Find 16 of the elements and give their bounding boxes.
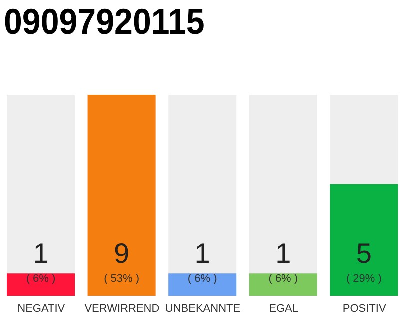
- x-tick-label: POSITIV: [342, 302, 387, 315]
- x-tick-label: UNBEKANNTE: [165, 302, 241, 315]
- annotation: ( 29% ): [346, 273, 382, 285]
- chart-title: 09097920115: [4, 0, 205, 44]
- data-label: 5: [356, 238, 372, 269]
- x-tick-label: NEGATIV: [18, 302, 66, 315]
- data-label: 1: [194, 238, 210, 269]
- annotation: ( 6% ): [268, 273, 298, 285]
- x-tick-label: VERWIRREND: [84, 302, 160, 315]
- data-label: 1: [33, 238, 49, 269]
- annotation: ( 6% ): [188, 273, 218, 285]
- x-tick-label: EGAL: [269, 302, 298, 315]
- annotation: ( 53% ): [104, 273, 140, 285]
- annotation: ( 6% ): [26, 273, 56, 285]
- data-label: 1: [276, 238, 292, 269]
- data-label: 9: [114, 238, 130, 269]
